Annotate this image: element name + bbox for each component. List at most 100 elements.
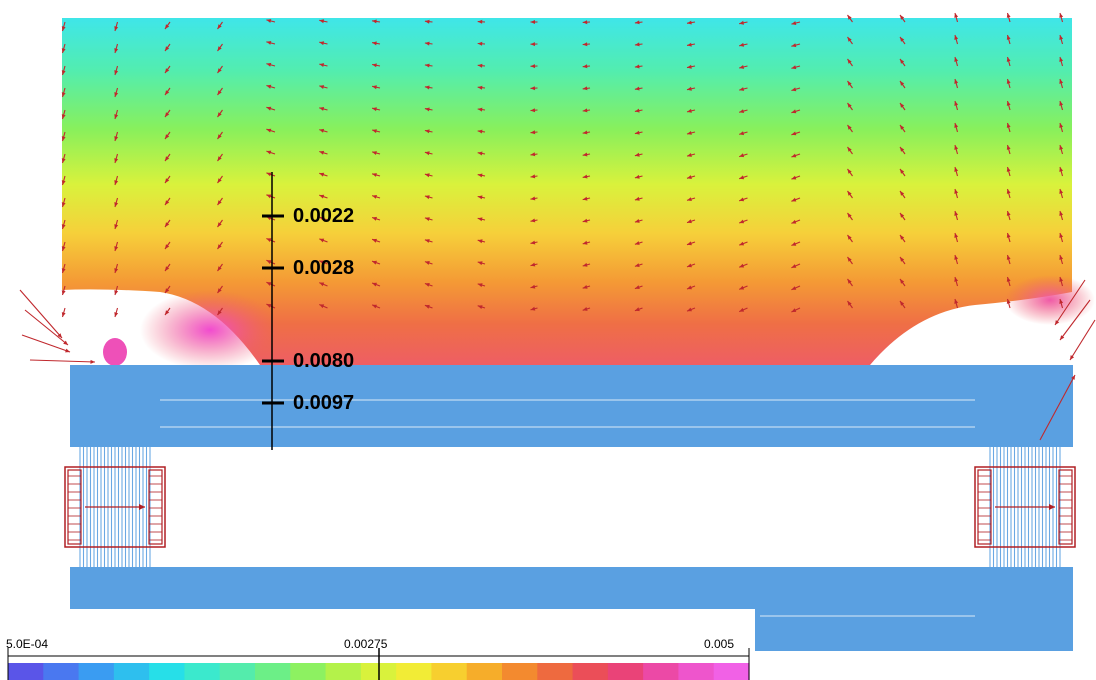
field-arrow [477,173,483,178]
field-arrow [1059,233,1064,238]
field-arrow [1059,79,1064,84]
field-arrow [791,21,797,25]
field-arrow [634,174,640,179]
field-arrow [114,26,119,31]
field-arrow [1006,277,1011,282]
field-arrow [477,41,483,46]
field-arrow [114,92,119,97]
field-arrow [634,307,640,312]
field-arrow [372,216,377,221]
field-arrow [791,197,797,202]
field-arrow [1006,35,1011,40]
field-arrow [61,48,66,53]
field-arrow [1006,145,1011,150]
field-arrow [165,46,170,51]
field-arrow [954,79,959,84]
field-arrow [477,85,483,90]
colorbar-swatch [643,663,680,680]
field-arrow [424,63,430,68]
field-arrow [687,20,692,25]
field-arrow [954,35,959,40]
field-arrow [847,279,852,284]
field-arrow [900,125,905,130]
coil-right [974,447,1076,567]
field-arrow [900,235,905,240]
coil-left [64,447,166,567]
coil-arrow [1049,504,1055,510]
field-arrow [1059,57,1064,62]
field-arrow [19,289,63,339]
field-arrow [217,68,222,73]
field-arrow [1006,189,1011,194]
coil-frame [974,466,1076,548]
field-arrow [477,19,483,24]
field-arrow [114,246,119,251]
field-arrow [372,107,377,112]
field-arrow [477,107,483,112]
field-arrow [687,42,692,47]
field-arrow [847,301,852,306]
field-arrow [61,114,66,119]
field-arrow [1071,375,1075,380]
coil-frame [148,469,163,545]
field-arrow [954,233,959,238]
field-arrow [165,244,170,249]
field-arrow [530,174,536,179]
field-arrow [266,62,272,67]
field-arrow [954,57,959,62]
colorbar-max-label: 0.005 [704,637,735,651]
field-arrow [739,263,745,268]
field-arrow [1006,101,1011,106]
field-arrow [1039,374,1076,441]
colorbar-swatch [537,663,574,680]
field-arrow [582,240,588,245]
field-arrow [61,136,66,141]
colorbar-swatch [431,663,468,680]
field-arrow [954,189,959,194]
field-arrow [1006,123,1011,128]
field-arrow [61,180,66,185]
lower-yoke-plate [70,567,1073,609]
field-arrow [791,153,797,158]
colorbar-swatch [149,663,186,680]
field-arrow [739,197,745,202]
field-arrow [319,41,325,46]
coil-frame [67,469,82,545]
field-arrow [266,150,272,155]
field-arrow [530,42,535,47]
colorbar-min-label: 5.0E-04 [6,637,49,651]
field-arrow [791,109,797,114]
field-arrow [114,202,119,207]
field-arrow [477,305,483,309]
field-arrow [319,304,325,309]
field-arrow [634,86,640,91]
field-arrow [530,262,536,267]
field-arrow [687,219,692,224]
field-arrow [266,41,272,45]
field-arrow [687,108,692,113]
field-arrow [266,238,272,242]
field-arrow [319,260,325,265]
field-arrow [266,304,272,308]
field-arrow [114,48,119,53]
colorbar-swatch [466,663,503,680]
field-arrow [954,167,959,172]
colorbar [0,609,755,680]
field-arrow [687,153,692,157]
field-arrow [477,283,483,288]
probe-reading-1: 0.0022 [293,205,355,227]
field-arrow [1070,355,1075,360]
field-arrow [319,216,325,221]
field-arrow [266,84,272,89]
field-arrow [165,90,170,95]
coil-frame [977,469,992,545]
field-arrow [114,114,119,119]
field-arrow [634,152,640,157]
field-arrow [114,312,119,317]
field-arrow [424,19,430,24]
field-arrow [634,108,640,113]
colorbar-swatch [502,663,538,680]
field-arrow [791,308,797,312]
field-arrow [954,211,959,216]
field-arrow [372,19,377,24]
